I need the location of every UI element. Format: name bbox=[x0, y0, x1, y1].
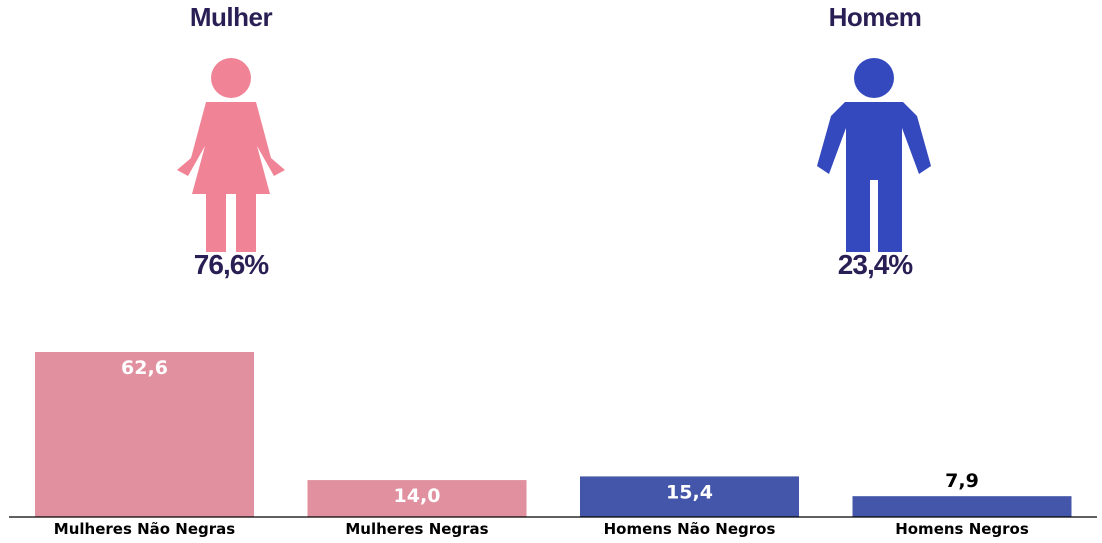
gender-title-female: Mulher bbox=[189, 2, 273, 32]
bar-2 bbox=[580, 476, 799, 517]
bar-1 bbox=[307, 480, 527, 517]
value-label-0: 62,6 bbox=[121, 357, 168, 379]
gender-percent-female: 76,6% bbox=[193, 249, 269, 280]
bar-0 bbox=[35, 352, 254, 517]
gender-title-male: Homem bbox=[828, 2, 922, 32]
category-label-3: Homens Negros bbox=[895, 520, 1029, 538]
bar-3 bbox=[852, 496, 1072, 517]
value-label-3: 7,9 bbox=[945, 470, 979, 492]
male-person-icon bbox=[817, 58, 931, 252]
female-person-icon bbox=[177, 58, 285, 252]
category-label-2: Homens Não Negros bbox=[604, 520, 776, 538]
value-label-1: 14,0 bbox=[394, 485, 441, 507]
gender-percent-male: 23,4% bbox=[837, 249, 913, 280]
category-label-0: Mulheres Não Negras bbox=[54, 520, 236, 538]
category-label-1: Mulheres Negras bbox=[345, 520, 488, 538]
value-label-2: 15,4 bbox=[666, 481, 713, 503]
